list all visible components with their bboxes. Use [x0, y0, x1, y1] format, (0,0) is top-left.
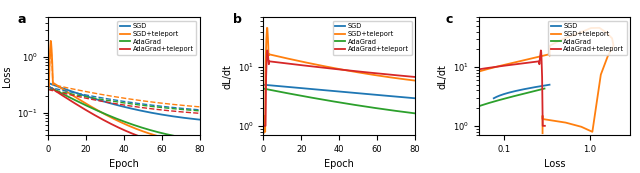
Text: a: a [18, 13, 26, 26]
Legend: SGD, SGD+teleport, AdaGrad, AdaGrad+teleport: SGD, SGD+teleport, AdaGrad, AdaGrad+tele… [117, 21, 196, 55]
X-axis label: Epoch: Epoch [109, 159, 139, 169]
Legend: SGD, SGD+teleport, AdaGrad, AdaGrad+teleport: SGD, SGD+teleport, AdaGrad, AdaGrad+tele… [333, 21, 412, 55]
Text: c: c [445, 13, 452, 26]
Text: b: b [233, 13, 242, 26]
Legend: SGD, SGD+teleport, AdaGrad, AdaGrad+teleport: SGD, SGD+teleport, AdaGrad, AdaGrad+tele… [548, 21, 627, 55]
Y-axis label: Loss: Loss [2, 65, 12, 87]
Y-axis label: dL/dt: dL/dt [222, 64, 232, 89]
X-axis label: Epoch: Epoch [324, 159, 354, 169]
X-axis label: Loss: Loss [544, 159, 565, 169]
Y-axis label: dL/dt: dL/dt [437, 64, 447, 89]
